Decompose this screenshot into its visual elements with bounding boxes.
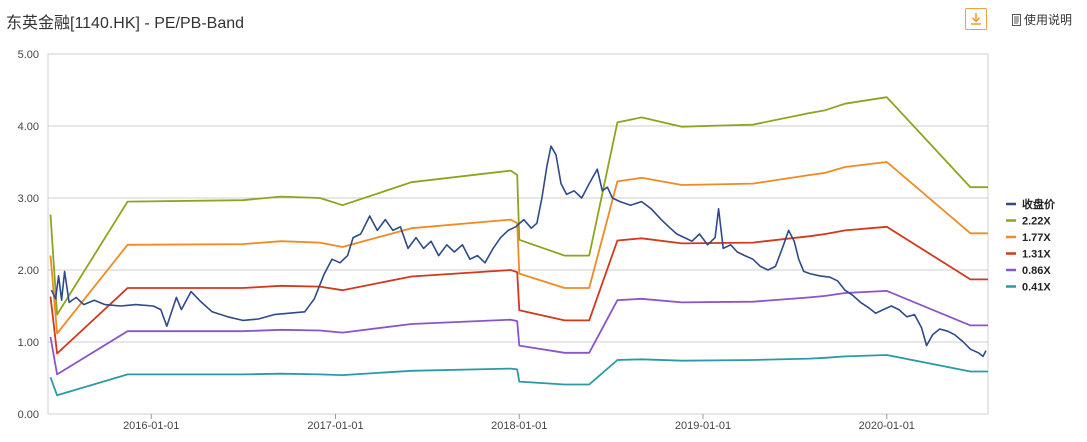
download-button[interactable]	[965, 8, 987, 30]
x-tick-label: 2019-01-01	[675, 420, 731, 432]
x-tick-label: 2016-01-01	[123, 420, 179, 432]
y-tick-label: 0.00	[18, 409, 39, 421]
series-line-4	[49, 290, 988, 376]
page-title: 东英金融[1140.HK] - PE/PB-Band	[6, 15, 245, 32]
legend-label-2: 1.77X	[1022, 232, 1051, 244]
series-line-3	[49, 225, 988, 355]
x-tick-label: 2018-01-01	[491, 420, 547, 432]
legend-label-3: 1.31X	[1022, 249, 1051, 261]
legend-label-4: 0.86X	[1022, 265, 1051, 277]
pb-band-chart: 0.00 1.00 2.00 3.00 4.00 5.00 2016-01-01 2017-0…	[18, 49, 1056, 432]
legend-label-0: 收盘价	[1022, 197, 1056, 211]
y-tick-label: 4.00	[18, 121, 39, 133]
y-tick-label: 3.00	[18, 193, 39, 205]
document-icon	[1012, 14, 1021, 26]
legend-label-1: 2.22X	[1022, 216, 1051, 228]
series-line-2	[49, 161, 988, 335]
y-tick-label: 5.00	[18, 49, 39, 61]
x-tick-label: 2020-01-01	[859, 420, 915, 432]
help-link[interactable]: 使用说明	[1012, 11, 1072, 28]
series-line-5	[49, 354, 988, 397]
chart-header: 东英金融[1140.HK] - PE/PB-Band 使用说明	[0, 0, 1087, 42]
help-label: 使用说明	[1024, 13, 1073, 27]
y-tick-label: 2.00	[18, 265, 39, 277]
x-tick-label: 2017-01-01	[307, 420, 363, 432]
legend-label-5: 0.41X	[1022, 282, 1051, 294]
y-tick-label: 1.00	[18, 337, 39, 349]
download-icon	[971, 13, 981, 25]
series-line-1	[49, 96, 988, 316]
series-line-0	[50, 145, 987, 358]
